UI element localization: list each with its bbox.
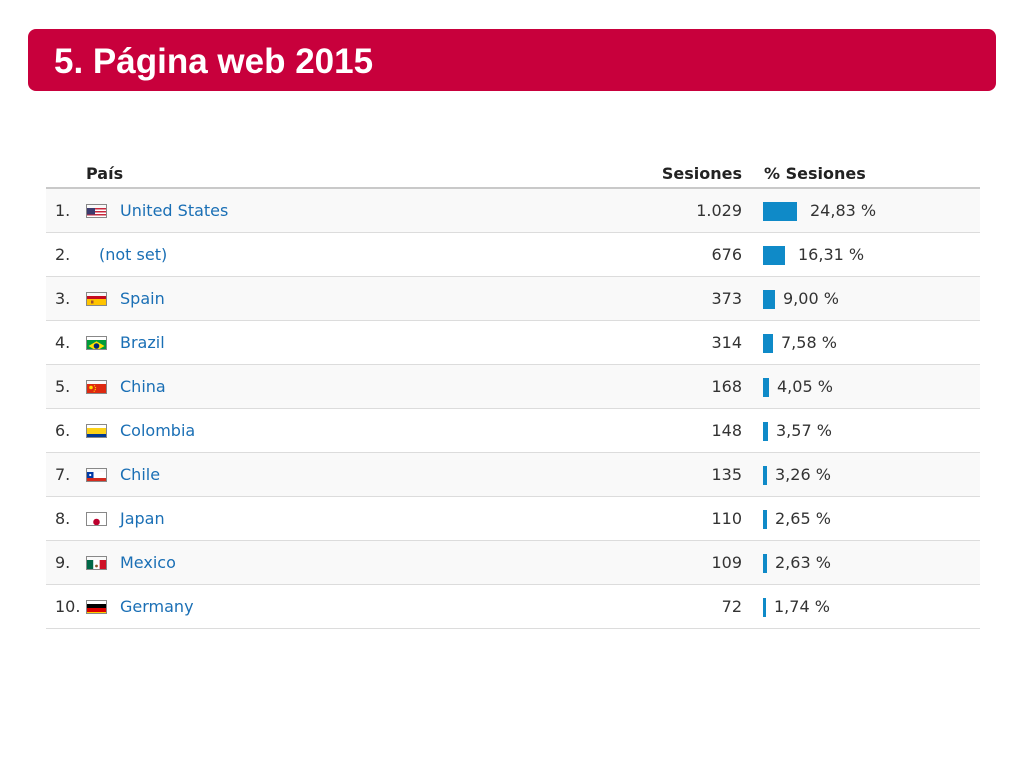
row-rank: 5.: [55, 377, 71, 396]
percent-bar: [763, 202, 797, 221]
spain-flag-icon: [86, 292, 107, 306]
percent-bar: [763, 422, 768, 441]
table-row: 4. Brazil 314 7,58 %: [46, 321, 980, 365]
percent-bar: [763, 334, 773, 353]
row-rank: 6.: [55, 421, 71, 440]
sessions-by-country-table: País Sesiones % Sesiones 1. United States…: [46, 158, 980, 629]
sessions-value: 72: [721, 597, 742, 616]
percent-bar: [763, 466, 767, 485]
percent-value: 7,58 %: [781, 333, 837, 352]
china-flag-icon: [86, 380, 107, 394]
row-rank: 8.: [55, 509, 71, 528]
colombia-flag-icon: [86, 424, 107, 438]
country-link[interactable]: Brazil: [120, 333, 165, 352]
sessions-value: 168: [711, 377, 742, 396]
country-link[interactable]: United States: [120, 201, 229, 220]
table-row: 1. United States 1.029 24,83 %: [46, 189, 980, 233]
sessions-value: 135: [711, 465, 742, 484]
slide-title: 5. Página web 2015: [54, 42, 374, 81]
sessions-value: 676: [711, 245, 742, 264]
row-rank: 1.: [55, 201, 71, 220]
country-link[interactable]: China: [120, 377, 166, 396]
country-link[interactable]: Spain: [120, 289, 165, 308]
percent-bar: [763, 554, 767, 573]
sessions-value: 148: [711, 421, 742, 440]
percent-value: 3,57 %: [776, 421, 832, 440]
mexico-flag-icon: [86, 556, 107, 570]
table-row: 8. Japan 110 2,65 %: [46, 497, 980, 541]
table-body: 1. United States 1.029 24,83 % 2. (not set) 67…: [46, 189, 980, 629]
table-row: 9. Mexico 109 2,63 %: [46, 541, 980, 585]
row-rank: 2.: [55, 245, 71, 264]
row-rank: 9.: [55, 553, 71, 572]
us-flag-icon: [86, 204, 107, 218]
chile-flag-icon: [86, 468, 107, 482]
row-rank: 3.: [55, 289, 71, 308]
table-row: 2. (not set) 676 16,31 %: [46, 233, 980, 277]
percent-value: 9,00 %: [783, 289, 839, 308]
table-row: 10. Germany 72 1,74 %: [46, 585, 980, 629]
percent-value: 2,65 %: [775, 509, 831, 528]
country-link[interactable]: Colombia: [120, 421, 196, 440]
sessions-value: 314: [711, 333, 742, 352]
table-header: País Sesiones % Sesiones: [46, 158, 980, 189]
germany-flag-icon: [86, 600, 107, 614]
percent-value: 16,31 %: [798, 245, 865, 264]
country-link[interactable]: Japan: [120, 509, 165, 528]
percent-bar: [763, 598, 766, 617]
sessions-value: 110: [711, 509, 742, 528]
sessions-value: 109: [711, 553, 742, 572]
percent-bar: [763, 246, 785, 265]
column-header-sessions: Sesiones: [661, 164, 742, 183]
percent-value: 1,74 %: [774, 597, 830, 616]
table-row: 3. Spain 373 9,00 %: [46, 277, 980, 321]
sessions-value: 373: [711, 289, 742, 308]
percent-value: 2,63 %: [775, 553, 831, 572]
sessions-value: 1.029: [696, 201, 742, 220]
percent-value: 24,83 %: [810, 201, 877, 220]
row-rank: 10.: [55, 597, 81, 616]
country-link[interactable]: Mexico: [120, 553, 176, 572]
column-header-percent: % Sesiones: [764, 164, 866, 183]
percent-bar: [763, 510, 767, 529]
country-link[interactable]: Chile: [120, 465, 161, 484]
table-row: 7. Chile 135 3,26 %: [46, 453, 980, 497]
percent-value: 3,26 %: [775, 465, 831, 484]
table-row: 5. China 168 4,05 %: [46, 365, 980, 409]
percent-bar: [763, 378, 769, 397]
column-header-country: País: [86, 164, 124, 183]
title-banner: 5. Página web 2015: [28, 29, 996, 91]
table-row: 6. Colombia 148 3,57 %: [46, 409, 980, 453]
row-rank: 4.: [55, 333, 71, 352]
row-rank: 7.: [55, 465, 71, 484]
percent-bar: [763, 290, 775, 309]
brazil-flag-icon: [86, 336, 107, 350]
country-link[interactable]: Germany: [120, 597, 194, 616]
percent-value: 4,05 %: [777, 377, 833, 396]
country-link[interactable]: (not set): [99, 245, 168, 264]
japan-flag-icon: [86, 512, 107, 526]
